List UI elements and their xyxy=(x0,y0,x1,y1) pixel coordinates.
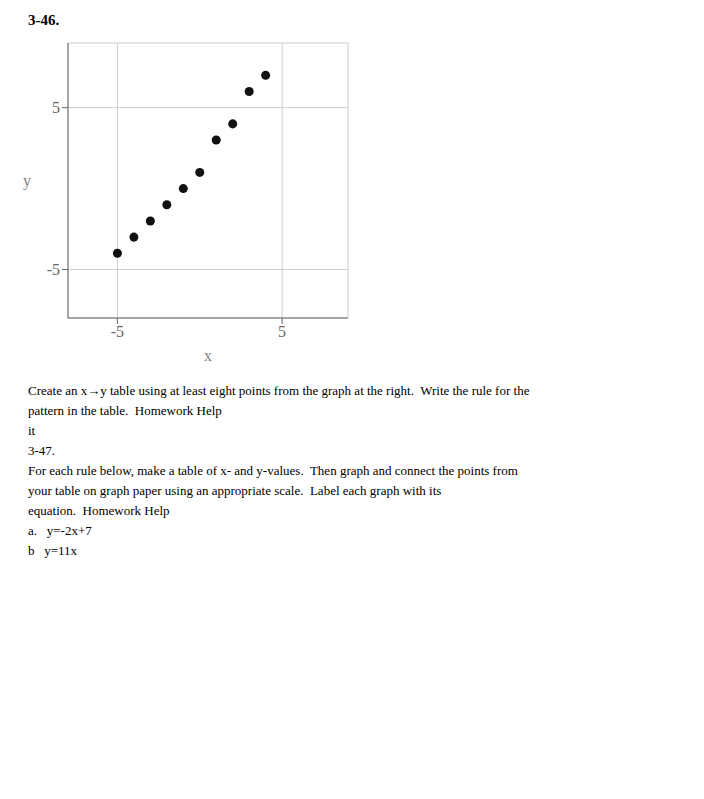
html-text:3-47.: 3-47. xyxy=(28,443,56,458)
svg-text:-5: -5 xyxy=(47,261,60,278)
html-text:equation. Homework Help: equation. Homework Help xyxy=(28,503,170,518)
html-text:pattern in the table. Homework: pattern in the table. Homework Help xyxy=(28,403,222,418)
html-text:For each rule below, make a ta: For each rule below, make a table of x- … xyxy=(28,463,518,478)
html-text:your table on graph paper usin: your table on graph paper using an appro… xyxy=(28,483,442,498)
html-text:Create an x→y table using at l: Create an x→y table using at least eight… xyxy=(28,383,530,398)
html-text:3-46.: 3-46. xyxy=(28,12,60,28)
svg-text:5: 5 xyxy=(278,323,286,340)
svg-text:x: x xyxy=(204,347,212,364)
html-text:b y=11x: b y=11x xyxy=(28,543,78,558)
svg-text:-5: -5 xyxy=(111,323,124,340)
html-text:a. y=-2x+7: a. y=-2x+7 xyxy=(28,523,92,538)
svg-text:5: 5 xyxy=(52,99,60,116)
html-text:it: it xyxy=(28,423,36,438)
svg-text:y: y xyxy=(23,172,31,190)
